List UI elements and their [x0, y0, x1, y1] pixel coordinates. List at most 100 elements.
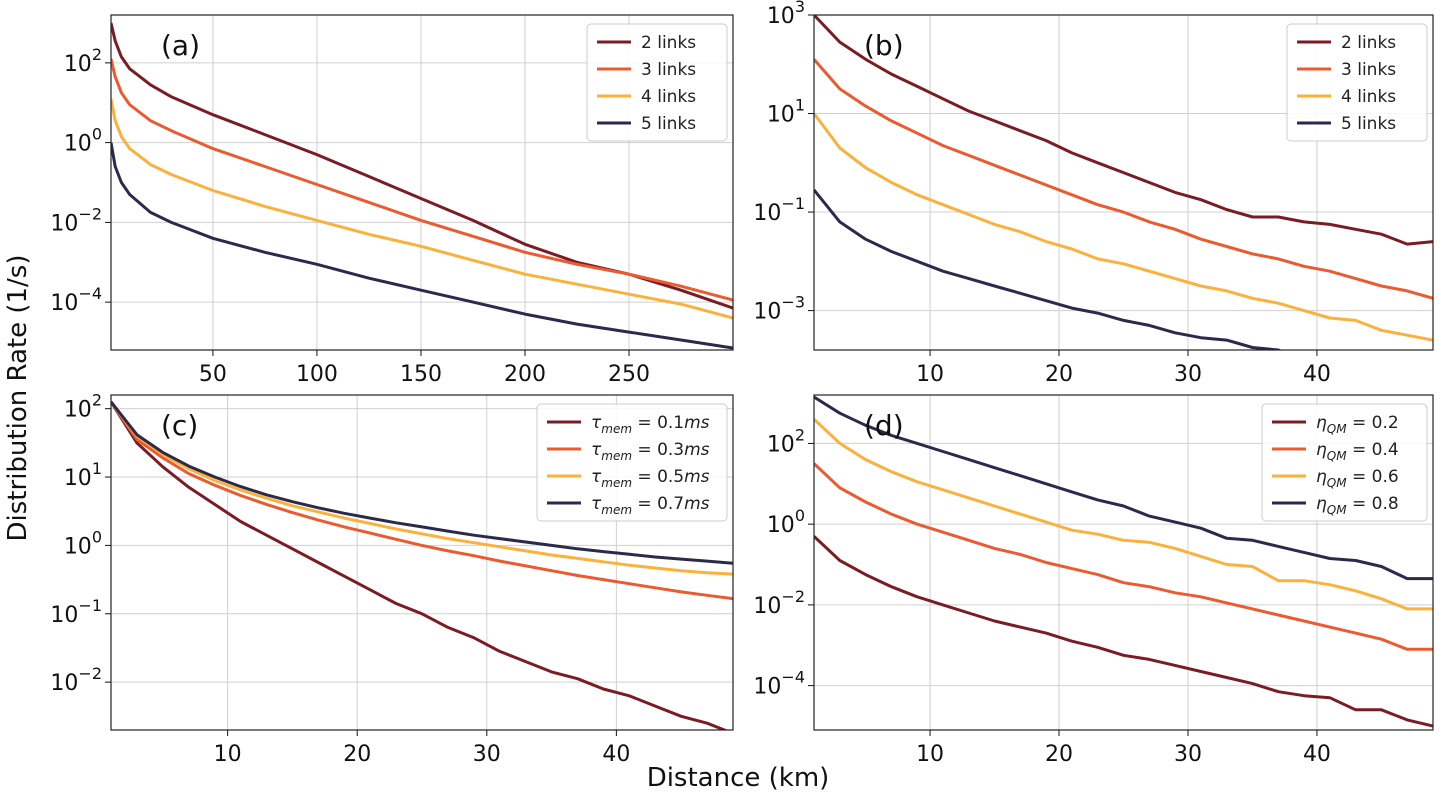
series-line	[111, 400, 733, 565]
legend-unit: ms	[684, 494, 710, 514]
legend-value: = 0.7	[632, 494, 684, 514]
y-tick-label: 10−2	[50, 664, 102, 696]
y-tick-base: 10	[753, 201, 781, 226]
series-line	[814, 418, 1433, 611]
panel-label: (b)	[864, 29, 904, 62]
y-tick-base: 10	[50, 671, 78, 696]
series-line	[814, 15, 1433, 246]
x-tick-label: 100	[296, 362, 338, 387]
y-tick-base: 10	[767, 4, 795, 29]
legend-value: = 0.5	[632, 467, 684, 487]
series-line	[111, 400, 733, 576]
x-tick-label: 50	[199, 362, 227, 387]
y-tick-label: 10−1	[753, 194, 805, 226]
series-line	[814, 112, 1433, 342]
x-tick-label: 40	[1303, 742, 1331, 767]
series-line	[814, 395, 1433, 581]
y-tick-label: 10−2	[753, 587, 805, 619]
legend-symbol: τ	[591, 440, 602, 460]
plot-frame	[110, 394, 734, 731]
y-tick-base: 10	[50, 211, 78, 236]
series-line	[111, 401, 729, 730]
legend-unit: ms	[684, 440, 710, 460]
x-tick-label: 20	[1045, 742, 1073, 767]
y-tick-base: 10	[50, 603, 78, 628]
legend-entry: 2 links	[1341, 33, 1396, 53]
y-tick-base: 10	[64, 466, 92, 491]
y-tick-label: 102	[64, 45, 102, 77]
y-tick-label: 101	[64, 459, 102, 491]
x-tick-label: 40	[1303, 362, 1331, 387]
legend-entry: 2 links	[641, 33, 696, 53]
y-tick-base: 10	[753, 300, 781, 325]
y-tick-label: 10−2	[50, 204, 102, 236]
y-tick-exponent: −1	[78, 596, 102, 615]
y-tick-exponent: 2	[795, 425, 805, 444]
y-tick-exponent: −4	[78, 284, 102, 303]
plot-frame	[813, 394, 1434, 731]
x-tick-label: 30	[473, 742, 501, 767]
legend-value: = 0.4	[1347, 440, 1399, 460]
x-tick-label: 250	[608, 362, 650, 387]
legend-unit: ms	[684, 413, 710, 433]
series-line	[111, 400, 733, 601]
legend-entry: τmem = 0.7ms	[591, 494, 710, 517]
y-tick-base: 10	[64, 132, 92, 157]
y-tick-label: 100	[767, 506, 805, 538]
y-tick-base: 10	[767, 432, 795, 457]
series-group	[814, 15, 1433, 350]
series-line	[814, 535, 1433, 728]
panel-label: (d)	[864, 409, 904, 442]
series-line	[814, 58, 1433, 300]
legend-box	[1286, 23, 1428, 142]
legend-value: = 0.1	[632, 413, 684, 433]
legend-entry: τmem = 0.5ms	[591, 467, 710, 490]
y-tick-base: 10	[753, 594, 781, 619]
y-tick-label: 103	[767, 0, 805, 29]
legend-entry: τmem = 0.3ms	[591, 440, 710, 463]
series-group	[814, 395, 1433, 728]
legend-subscript: mem	[601, 503, 632, 517]
y-tick-exponent: −3	[781, 293, 805, 312]
legend-entry: 3 links	[1341, 60, 1396, 80]
legend-value: = 0.3	[632, 440, 684, 460]
legend-value: = 0.8	[1347, 494, 1399, 514]
y-tick-exponent: 2	[92, 45, 102, 64]
legend-symbol: τ	[591, 494, 602, 514]
legend-entry: τmem = 0.1ms	[591, 413, 710, 436]
legend-symbol: τ	[591, 413, 602, 433]
y-tick-label: 102	[64, 391, 102, 423]
panel-label: (a)	[161, 29, 200, 62]
legend-subscript: mem	[601, 449, 632, 463]
legend-box	[536, 403, 728, 522]
x-tick-label: 20	[343, 742, 371, 767]
y-tick-label: 101	[767, 96, 805, 128]
y-axis-title: Distribution Rate (1/s)	[3, 255, 33, 542]
y-tick-exponent: 2	[92, 391, 102, 410]
x-axis-title: Distance (km)	[647, 763, 830, 793]
x-tick-label: 30	[1174, 362, 1202, 387]
legend-value: = 0.6	[1347, 467, 1399, 487]
plot-frame	[110, 14, 734, 351]
y-tick-label: 10−4	[753, 668, 805, 700]
legend-entry: ηQM = 0.4	[1316, 440, 1399, 463]
legend-subscript: mem	[601, 422, 632, 436]
x-tick-label: 10	[916, 362, 944, 387]
series-line	[111, 142, 733, 350]
series-line	[111, 58, 733, 302]
y-tick-base: 10	[50, 291, 78, 316]
legend-subscript: QM	[1327, 476, 1347, 490]
y-tick-exponent: 0	[92, 125, 102, 144]
legend-subscript: mem	[601, 476, 632, 490]
y-tick-base: 10	[64, 534, 92, 559]
legend-symbol: η	[1316, 413, 1327, 433]
series-line	[814, 188, 1282, 350]
series-group	[111, 400, 733, 730]
legend-symbol: η	[1316, 494, 1327, 514]
